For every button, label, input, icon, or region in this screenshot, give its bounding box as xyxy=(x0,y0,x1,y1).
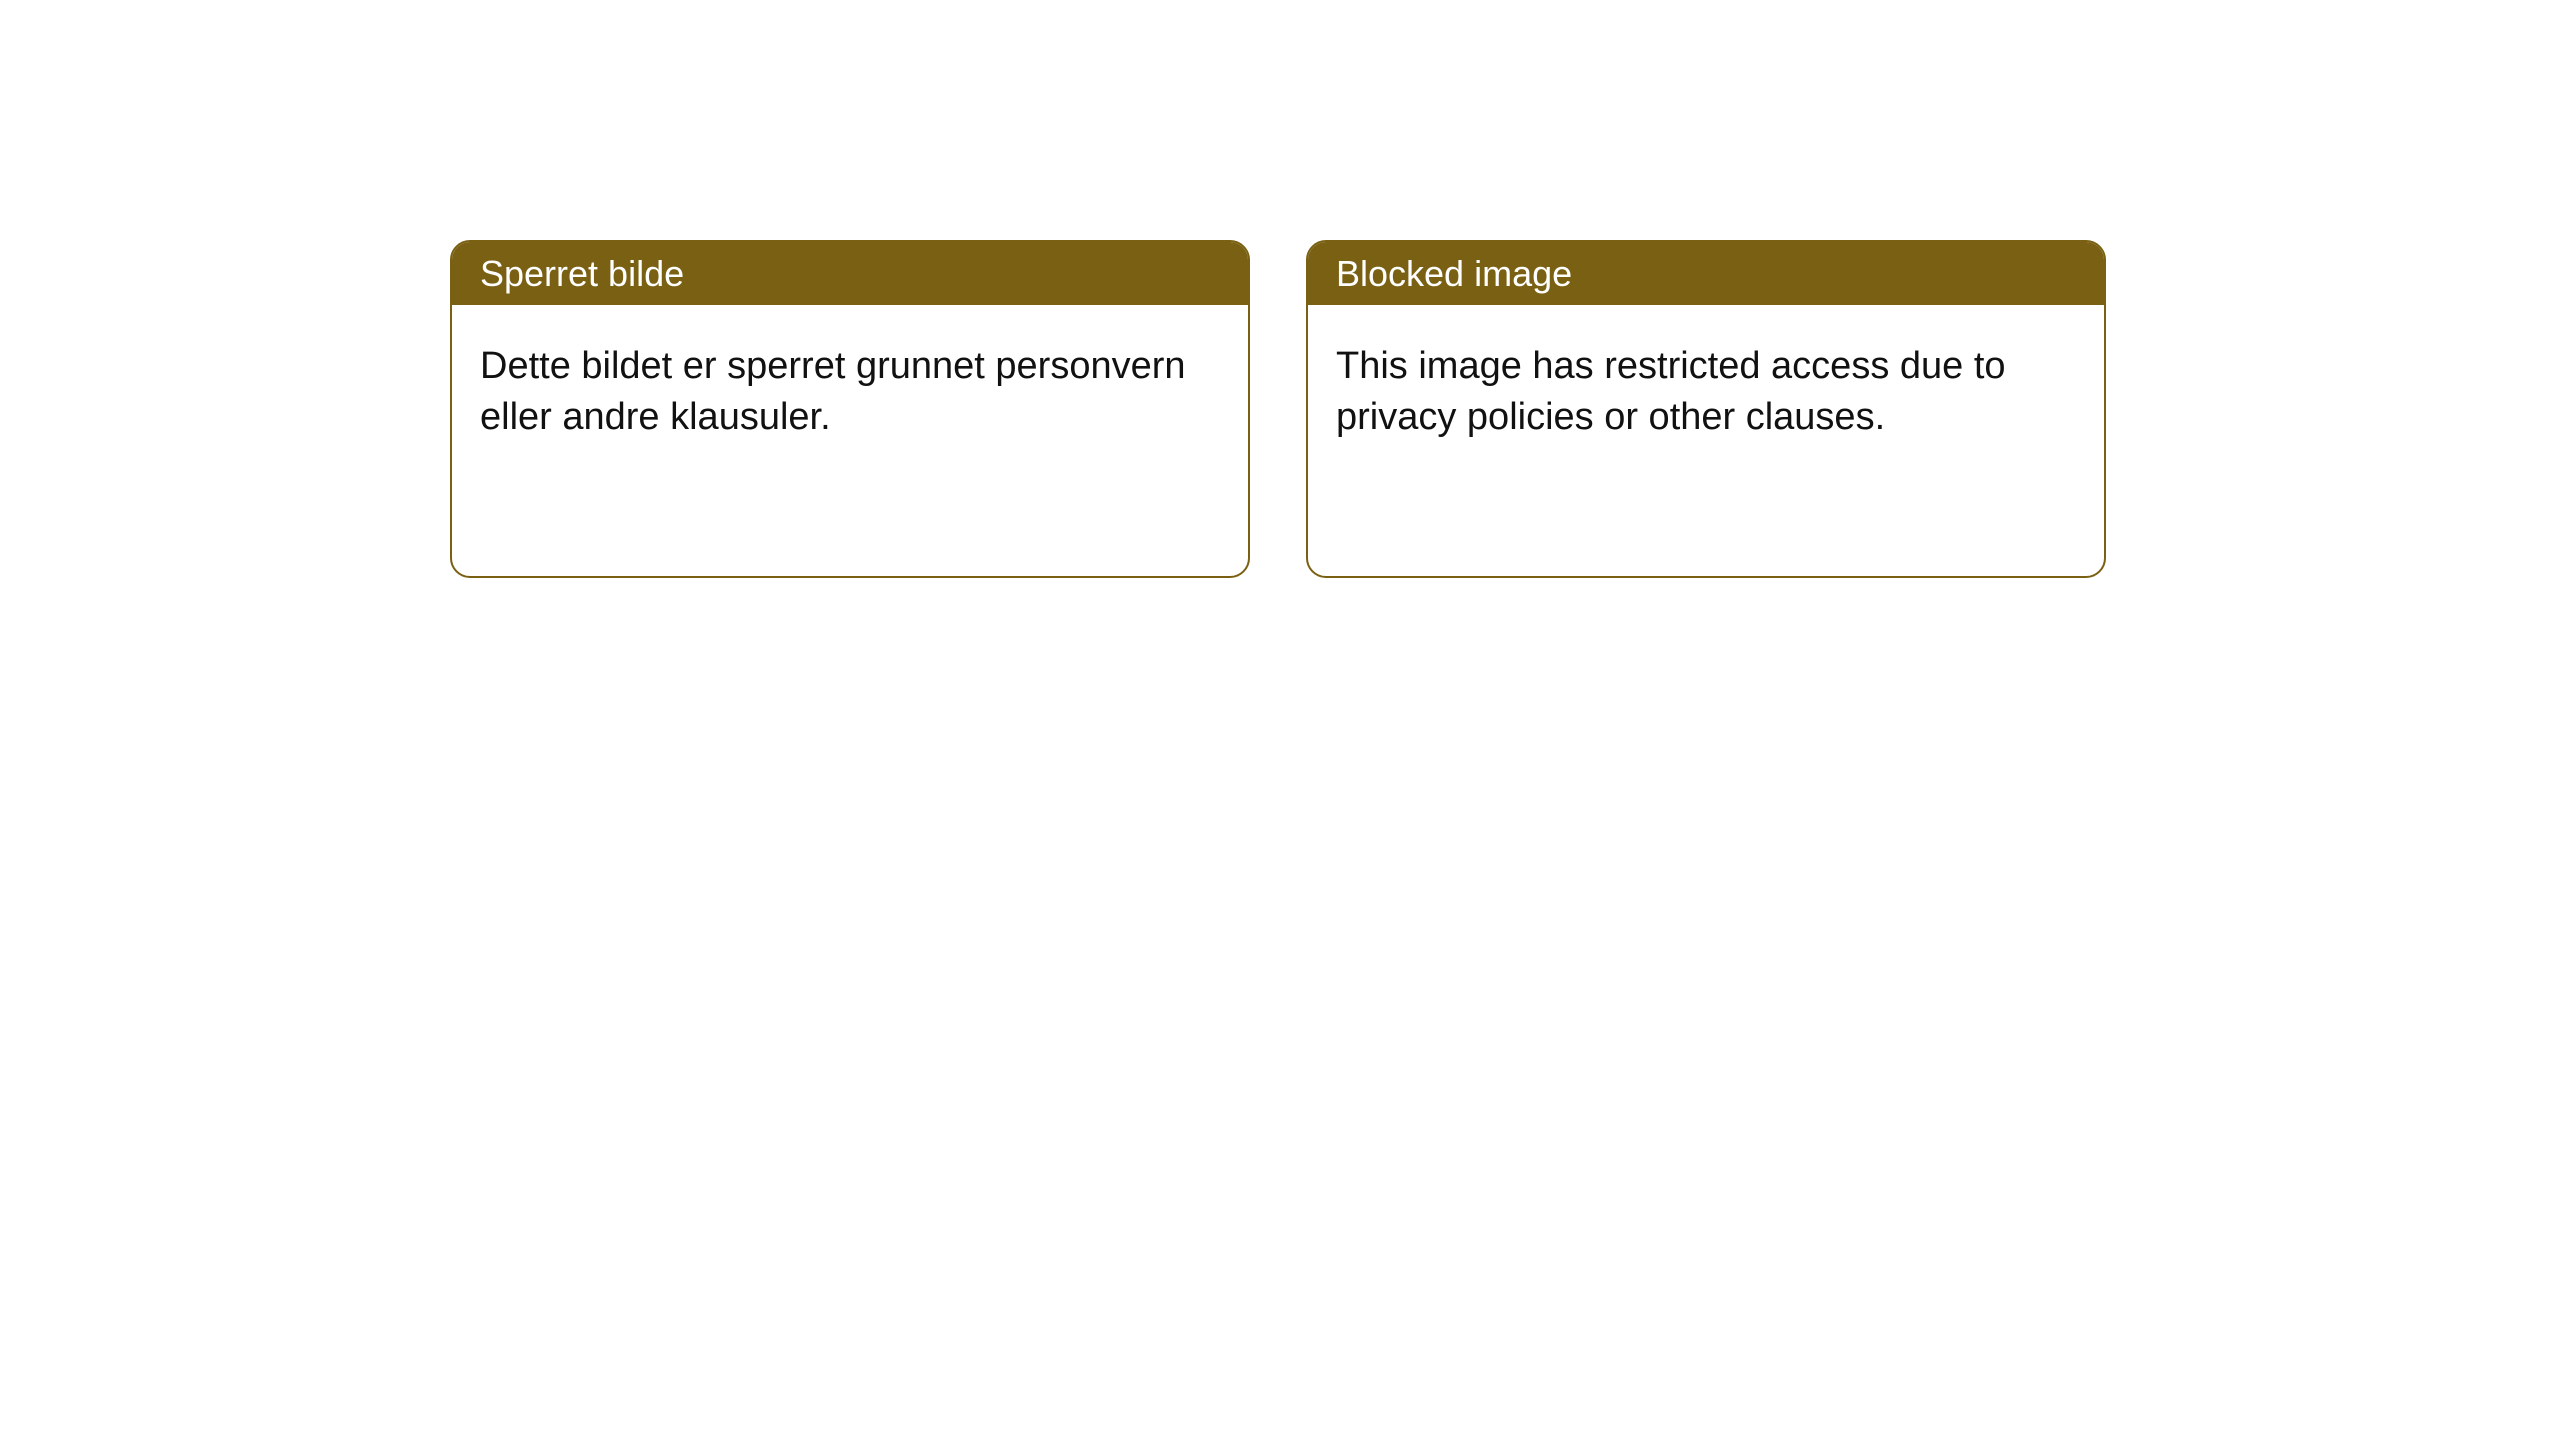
notice-body-norwegian: Dette bildet er sperret grunnet personve… xyxy=(452,305,1248,480)
notice-title-english: Blocked image xyxy=(1308,242,2104,305)
notice-body-english: This image has restricted access due to … xyxy=(1308,305,2104,480)
notice-card-english: Blocked image This image has restricted … xyxy=(1306,240,2106,578)
notice-card-norwegian: Sperret bilde Dette bildet er sperret gr… xyxy=(450,240,1250,578)
notice-container: Sperret bilde Dette bildet er sperret gr… xyxy=(450,240,2106,578)
notice-title-norwegian: Sperret bilde xyxy=(452,242,1248,305)
